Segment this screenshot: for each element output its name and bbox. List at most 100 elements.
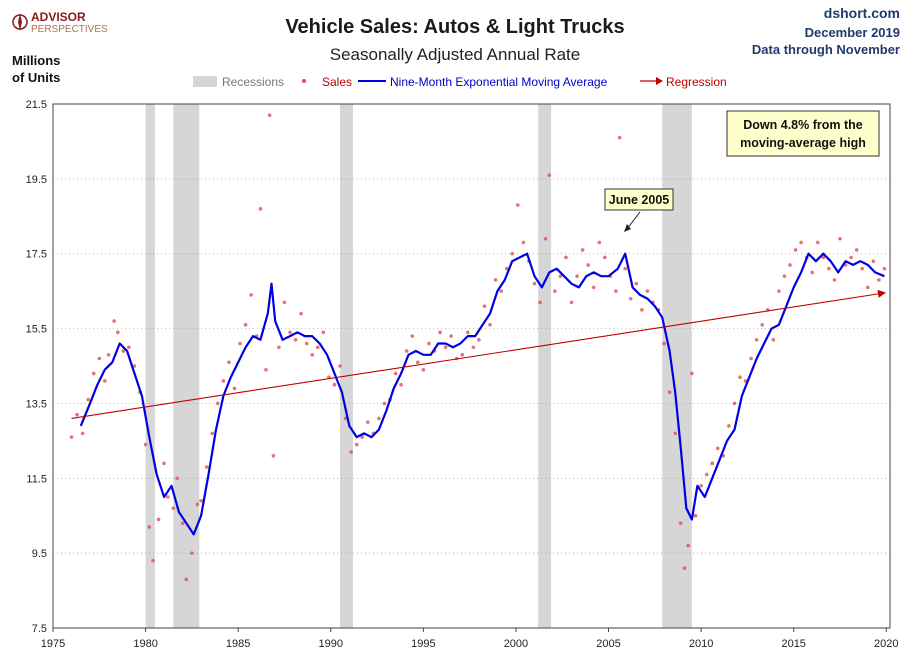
sales-point — [547, 173, 552, 177]
sales-point — [393, 371, 398, 376]
compass-needle-icon — [18, 13, 22, 31]
legend-sales: Sales — [322, 75, 352, 89]
sales-point — [597, 240, 602, 245]
x-tick-label: 2015 — [781, 638, 805, 650]
y-tick-label: 21.5 — [26, 99, 47, 111]
legend-recession-swatch — [193, 76, 217, 87]
sales-point — [210, 431, 215, 436]
sales-point — [127, 345, 131, 350]
y-axis-label-line1: Millions — [12, 53, 60, 68]
sales-point — [727, 424, 731, 428]
sales-point — [382, 401, 387, 406]
sales-point — [97, 356, 102, 361]
sales-point — [156, 517, 161, 522]
sales-point — [569, 300, 574, 305]
sales-point — [580, 248, 585, 252]
sales-point — [171, 506, 176, 511]
arrowhead-icon — [624, 224, 631, 232]
sales-point — [75, 412, 79, 417]
sales-point — [678, 521, 683, 525]
sales-point — [488, 323, 492, 327]
recession-band — [662, 104, 692, 628]
sales-point — [321, 330, 326, 335]
sales-point — [216, 401, 220, 406]
x-tick-label: 1980 — [133, 638, 157, 650]
regression — [71, 289, 886, 419]
sales-point — [871, 259, 876, 264]
sales-point — [310, 352, 315, 357]
legend-ema: Nine-Month Exponential Moving Average — [390, 75, 608, 89]
sales-point — [404, 349, 409, 353]
sales-point — [299, 311, 303, 316]
sales-point — [538, 300, 542, 305]
sales-point — [575, 274, 579, 278]
plot-area: 7.59.511.513.515.517.519.521.5 1975 1980 1… — [26, 99, 899, 650]
sales-point — [166, 495, 170, 499]
sales-point — [667, 390, 672, 395]
x-tick-label: 1990 — [319, 638, 343, 650]
sales-point — [132, 364, 137, 368]
sales-point — [249, 293, 253, 297]
y-tick-label: 15.5 — [26, 324, 47, 336]
sales-point — [184, 577, 189, 582]
y-tick-label: 13.5 — [26, 398, 47, 410]
annotation-down-line1: Down 4.8% from the — [743, 118, 863, 132]
sales-point — [693, 513, 698, 518]
sales-point — [304, 341, 309, 346]
sales-point — [704, 472, 709, 477]
sales-point — [860, 266, 865, 271]
sales-point — [882, 266, 887, 271]
sales-point — [686, 543, 690, 548]
sales-point — [264, 367, 268, 372]
recession-band — [173, 104, 200, 628]
plot-frame — [52, 103, 891, 629]
sales-point — [690, 371, 694, 376]
logo-line1: ADVISOR — [31, 10, 86, 24]
annotation-june-box — [604, 188, 674, 211]
sales-point — [103, 379, 107, 383]
x-tick-label: 1975 — [41, 638, 65, 650]
sales-point — [399, 382, 403, 387]
sales-point — [190, 551, 194, 555]
annotation-june-2005: June 2005 — [604, 188, 674, 232]
x-axis-ticks: 1975 1980 1985 1990 1995 2000 2005 2010 2015 2020 — [41, 628, 899, 650]
legend-regression: Regression — [666, 75, 727, 89]
annotation-down-box — [726, 110, 880, 157]
annotation-june-text: June 2005 — [609, 193, 670, 207]
sales-point — [477, 338, 481, 342]
sales-point — [243, 323, 248, 327]
sales-point — [415, 360, 420, 365]
sales-point — [854, 248, 859, 252]
x-tick-label: 1985 — [226, 638, 250, 650]
sales-point — [603, 255, 607, 260]
sales-point — [777, 289, 781, 293]
sales-point — [586, 263, 590, 267]
x-tick-label: 2020 — [874, 638, 898, 650]
logo-line2: PERSPECTIVES — [31, 24, 108, 35]
sales-point — [277, 345, 281, 350]
y-tick-label: 11.5 — [26, 473, 47, 485]
chart-title: Vehicle Sales: Autos & Light Trucks — [285, 16, 624, 38]
sales-point — [591, 285, 596, 290]
x-tick-label: 2000 — [504, 638, 528, 650]
sales-point — [504, 266, 509, 271]
sales-point — [316, 345, 320, 350]
sales-point — [788, 263, 792, 267]
sales-point — [617, 135, 622, 140]
sales-point — [410, 334, 415, 338]
sales-point — [614, 289, 618, 293]
sales-point — [180, 521, 185, 525]
sales-point — [499, 289, 503, 293]
sales-point — [349, 450, 353, 454]
y-tick-label: 17.5 — [26, 249, 47, 261]
sales-point — [760, 323, 765, 327]
sales-point — [162, 461, 166, 466]
sales-point — [640, 308, 644, 312]
x-tick-label: 2005 — [596, 638, 620, 650]
sales-point — [793, 248, 798, 252]
legend: Recessions Sales Nine-Month Exponential … — [193, 75, 727, 89]
sales-point — [204, 465, 209, 469]
sales-point — [849, 255, 853, 260]
sales-point — [771, 338, 776, 342]
sales-point — [443, 345, 448, 350]
